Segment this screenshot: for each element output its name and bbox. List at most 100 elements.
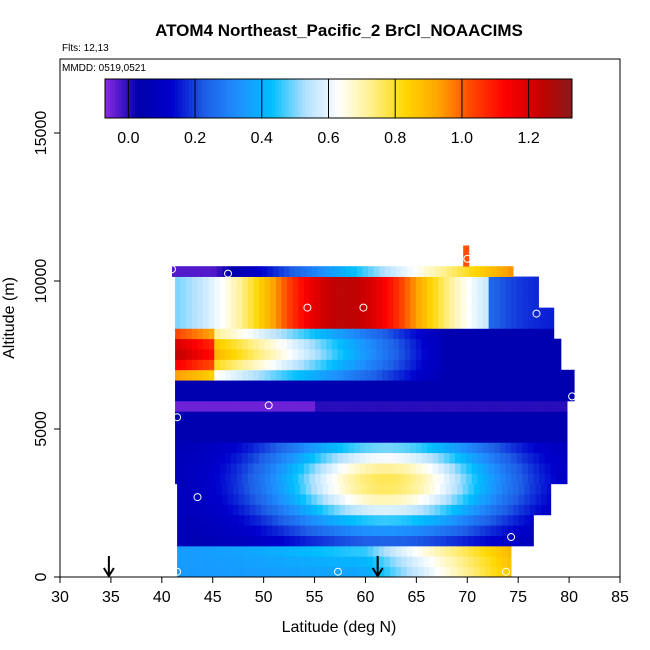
heatmap-cell: [219, 400, 226, 412]
heatmap-cell: [438, 411, 445, 422]
heatmap-cell: [522, 307, 529, 319]
heatmap-cell: [455, 400, 462, 412]
heatmap-cell: [567, 369, 574, 381]
heatmap-cell: [203, 400, 210, 412]
heatmap-cell: [471, 380, 478, 391]
heatmap-cell: [343, 297, 350, 309]
heatmap-cell: [544, 338, 551, 350]
heatmap-cell: [348, 442, 355, 454]
heatmap-cell: [322, 566, 329, 578]
heatmap-cell: [539, 400, 546, 412]
heatmap-cell: [462, 504, 469, 516]
heatmap-cell: [365, 349, 372, 360]
heatmap-cell: [524, 535, 531, 547]
heatmap-cell: [473, 483, 480, 495]
heatmap-cell: [460, 421, 467, 433]
heatmap-cell: [511, 380, 518, 391]
heatmap-cell: [292, 297, 299, 309]
heatmap-cell: [242, 421, 249, 433]
heatmap-cell: [365, 421, 372, 433]
heatmap-cell: [457, 514, 464, 526]
heatmap-cell: [231, 431, 238, 443]
heatmap-cell: [505, 338, 512, 350]
heatmap-cell: [421, 328, 428, 340]
heatmap-cell: [376, 307, 383, 319]
heatmap-cell: [427, 318, 434, 329]
heatmap-cell: [384, 556, 391, 568]
heatmap-cell: [225, 411, 232, 422]
heatmap-cell: [384, 525, 391, 536]
heatmap-cell: [244, 266, 251, 277]
colorbar-segment: [295, 79, 299, 118]
heatmap-cell: [320, 276, 327, 288]
heatmap-cell: [423, 504, 430, 516]
heatmap-cell: [256, 266, 262, 277]
heatmap-cell: [333, 566, 340, 578]
heatmap-cell: [471, 421, 478, 433]
heatmap-cell: [214, 431, 221, 443]
heatmap-cell: [177, 483, 184, 495]
heatmap-cell: [384, 494, 391, 505]
heatmap-cell: [247, 442, 254, 454]
heatmap-cell: [371, 286, 378, 298]
colorbar-segment: [435, 79, 439, 118]
heatmap-cell: [315, 359, 322, 371]
heatmap-cell: [199, 566, 206, 578]
heatmap-cell: [466, 380, 473, 391]
heatmap-cell: [511, 318, 518, 329]
heatmap-cell: [511, 431, 518, 443]
heatmap-cell: [219, 390, 226, 402]
heatmap-cell: [303, 390, 310, 402]
heatmap-cell: [337, 421, 344, 433]
heatmap-cell: [247, 328, 254, 340]
heatmap-cell: [505, 473, 512, 485]
heatmap-cell: [373, 556, 380, 568]
heatmap-cell: [527, 421, 534, 433]
heatmap-cell: [445, 566, 452, 578]
heatmap-cell: [221, 504, 228, 516]
heatmap-cell: [214, 286, 221, 298]
heatmap-cell: [331, 276, 338, 288]
heatmap-cell: [421, 307, 428, 319]
heatmap-cell: [494, 463, 501, 474]
heatmap-cell: [451, 483, 458, 495]
heatmap-cell: [501, 504, 508, 516]
colorbar-segment: [248, 79, 253, 118]
heatmap-cell: [203, 380, 210, 391]
heatmap-cell: [485, 504, 492, 516]
heatmap-cell: [249, 525, 256, 536]
heatmap-cell: [283, 525, 290, 536]
heatmap-cell: [443, 421, 450, 433]
heatmap-cell: [466, 390, 473, 402]
heatmap-cell: [527, 431, 534, 443]
heatmap-cell: [477, 318, 484, 329]
heatmap-cell: [326, 421, 333, 433]
heatmap-cell: [175, 442, 182, 454]
heatmap-cell: [197, 318, 204, 329]
colorbar-segment: [455, 79, 459, 118]
heatmap-cell: [249, 535, 256, 547]
colorbar-segment: [401, 79, 406, 118]
heatmap-cell: [328, 545, 335, 557]
heatmap-cell: [513, 525, 520, 536]
colorbar-segment: [515, 79, 520, 118]
heatmap-cell: [272, 483, 279, 495]
heatmap-cell: [236, 307, 243, 319]
heatmap-cell: [322, 483, 329, 495]
heatmap-cell: [208, 349, 215, 360]
heatmap-cell: [501, 483, 508, 495]
heatmap-cell: [199, 525, 206, 536]
heatmap-cell: [225, 473, 232, 485]
heatmap-cell: [438, 473, 445, 485]
heatmap-cell: [371, 297, 378, 309]
heatmap-cell: [533, 452, 540, 464]
heatmap-cell: [410, 359, 417, 371]
colorbar-segment: [218, 79, 223, 118]
heatmap-cell: [214, 380, 221, 391]
heatmap-cell: [315, 328, 322, 340]
heatmap-cell: [473, 535, 480, 547]
heatmap-cell: [399, 276, 406, 288]
heatmap-cell: [287, 318, 294, 329]
heatmap-cell: [186, 369, 193, 381]
heatmap-cell: [287, 463, 294, 474]
